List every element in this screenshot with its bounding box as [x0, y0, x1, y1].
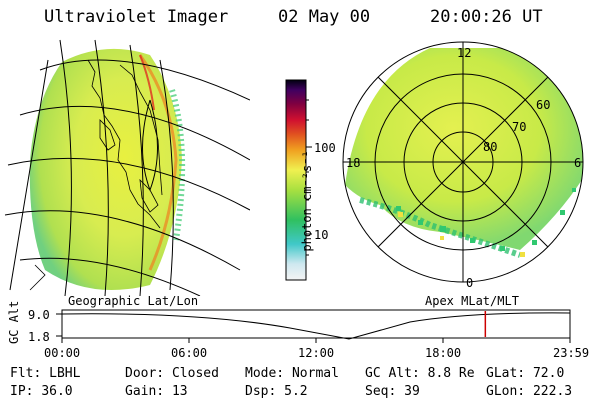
altitude-xtick: 23:59: [553, 346, 590, 360]
altitude-ytick-top: 9.0: [28, 308, 50, 322]
geo-panel-label: Geographic Lat/Lon: [68, 294, 199, 308]
altitude-xtick: 12:00: [298, 346, 335, 360]
colorbar-tick-10: 10: [314, 228, 329, 242]
image-time: 20:00:26 UT: [430, 7, 543, 27]
mlt-label-18: 18: [346, 156, 361, 170]
altitude-ylabel: GC Alt: [7, 300, 21, 344]
image-date: 02 May 00: [278, 7, 371, 27]
footer-flt: Flt: LBHL: [10, 366, 81, 381]
footer-seq: Seq: 39: [365, 384, 420, 399]
mlat-label-70: 70: [512, 120, 527, 134]
polar-panel-label: Apex MLat/MLT: [425, 294, 519, 308]
mlat-label-80: 80: [483, 140, 498, 154]
instrument-title: Ultraviolet Imager: [44, 7, 229, 27]
colorbar-tick-100: 100: [314, 141, 336, 155]
mlat-label-60: 60: [536, 98, 551, 112]
footer-glat: GLat: 72.0: [486, 366, 565, 381]
footer-gain: Gain: 13: [125, 384, 188, 399]
altitude-plot: [56, 309, 571, 343]
footer-ip: IP: 36.0: [10, 384, 73, 399]
mlt-label-6: 6: [574, 156, 582, 170]
altitude-xtick: 18:00: [425, 346, 462, 360]
footer-glon: GLon: 222.3: [486, 384, 573, 399]
footer-dsp: Dsp: 5.2: [245, 384, 308, 399]
footer-door: Door: Closed: [125, 366, 219, 381]
altitude-xtick: 06:00: [171, 346, 208, 360]
altitude-ytick-bottom: 1.8: [28, 330, 50, 344]
mlt-label-12: 12: [457, 46, 472, 60]
colorbar-unit-label: photon cm⁻²s⁻¹: [300, 150, 314, 252]
polar-plot: [342, 41, 584, 283]
geographic-image: [4, 39, 250, 296]
color-bar: [285, 79, 312, 281]
mlt-label-0: 0: [466, 276, 474, 290]
altitude-xtick: 00:00: [44, 346, 81, 360]
footer-gc-alt: GC Alt: 8.8 Re: [365, 366, 475, 381]
footer-mode: Mode: Normal: [245, 366, 339, 381]
